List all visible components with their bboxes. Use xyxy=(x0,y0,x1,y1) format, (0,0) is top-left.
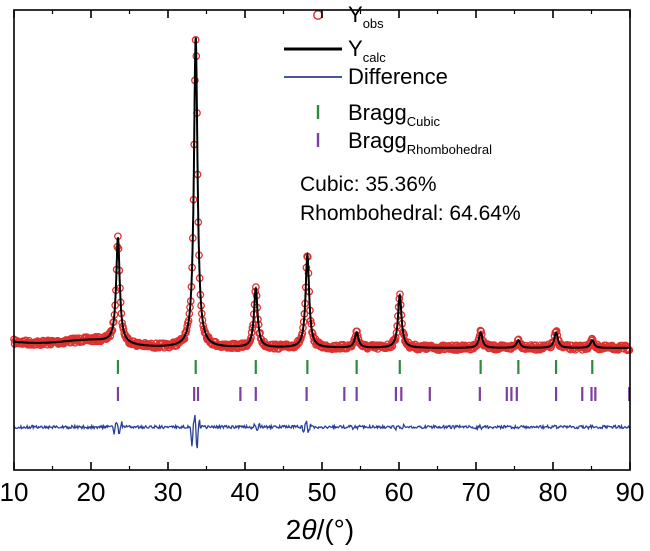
x-tick-label: 70 xyxy=(462,477,491,507)
annotation-cubic: Cubic: 35.36% xyxy=(300,173,437,196)
x-tick-label: 30 xyxy=(154,477,183,507)
plot-area xyxy=(10,36,634,449)
bragg-rhombohedral-ticks xyxy=(116,387,631,401)
x-tick-label: 80 xyxy=(539,477,568,507)
legend: YobsYcalcDifferenceBraggCubicBraggRhombo… xyxy=(284,2,492,157)
axes: 10 20 30 40 50 60 70 80 90 xyxy=(0,9,645,507)
legend-label-main: Bragg xyxy=(348,100,407,125)
legend-label: Yobs xyxy=(348,2,384,31)
x-axis-label: 2θ/(°) xyxy=(286,514,354,545)
plot-frame xyxy=(13,9,631,471)
legend-label: Ycalc xyxy=(348,36,386,65)
x-tick-label: 40 xyxy=(231,477,260,507)
legend-label-sub: Rhombohedral xyxy=(407,142,492,157)
legend-label: BraggRhombohedral xyxy=(348,128,492,157)
legend-label-sub: obs xyxy=(363,16,384,31)
legend-symbol-circle xyxy=(313,10,323,20)
bragg-cubic-ticks xyxy=(116,360,594,374)
legend-label-main: Difference xyxy=(348,64,448,89)
legend-entry-difference: Difference xyxy=(284,64,448,89)
legend-entry-calc: Ycalc xyxy=(284,36,386,65)
legend-label-main: Y xyxy=(348,2,363,27)
legend-label: BraggCubic xyxy=(348,100,440,129)
x-tick-label: 20 xyxy=(77,477,106,507)
legend-label-sub: Cubic xyxy=(407,114,441,129)
legend-entry-cubic: BraggCubic xyxy=(316,100,440,129)
legend-label-sub: calc xyxy=(363,50,387,65)
legend-label: Difference xyxy=(348,64,448,89)
x-tick-label: 10 xyxy=(0,477,28,507)
series-difference xyxy=(13,414,631,449)
annotation-rhombohedral: Rhombohedral: 64.64% xyxy=(300,202,521,225)
legend-entry-obs: Yobs xyxy=(313,2,384,31)
x-tick-label: 60 xyxy=(385,477,414,507)
x-tick-label: 50 xyxy=(308,477,337,507)
legend-entry-rhombohedral: BraggRhombohedral xyxy=(316,128,492,157)
legend-label-main: Y xyxy=(348,36,363,61)
series-calculated xyxy=(14,37,630,349)
x-tick-label: 90 xyxy=(616,477,645,507)
legend-label-main: Bragg xyxy=(348,128,407,153)
